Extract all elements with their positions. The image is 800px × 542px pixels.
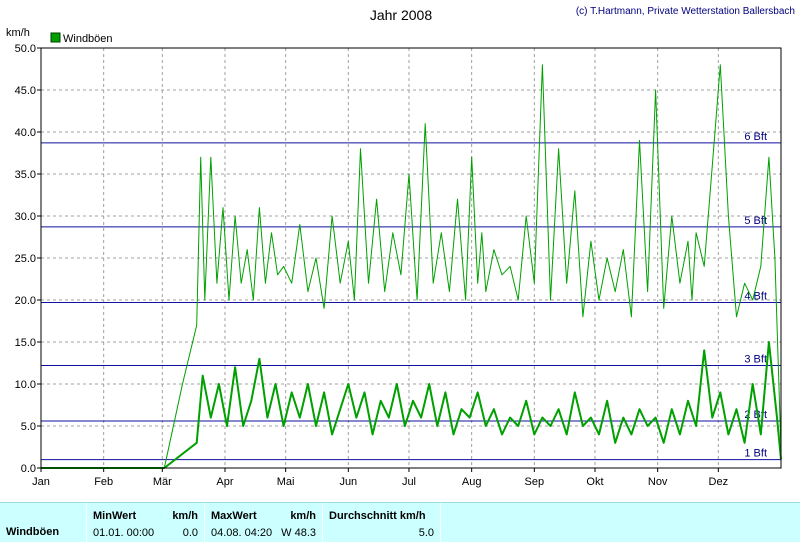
beaufort-label: 1 Bft	[744, 448, 767, 460]
stats-label-cell: Windböen	[0, 503, 87, 542]
x-tick-label: Okt	[586, 476, 603, 488]
x-tick-label: Aug	[462, 476, 482, 488]
beaufort-label: 3 Bft	[744, 354, 767, 366]
stats-panel: Windböen MinWert km/h 01.01. 00:00 0.0 M…	[0, 502, 800, 542]
max-header: MaxWert	[211, 510, 257, 522]
x-ticks: Jan Feb Mär Apr Mai Jun Jul Aug Sep Okt Nov Dez	[32, 468, 728, 488]
y-tick-label: 45.0	[15, 85, 36, 97]
x-tick-label: Nov	[648, 476, 668, 488]
y-tick-label: 35.0	[15, 169, 36, 181]
y-tick-label: 20.0	[15, 295, 36, 307]
y-tick-label: 5.0	[21, 421, 36, 433]
y-axis-unit: km/h	[6, 27, 30, 39]
x-tick-label: Sep	[525, 476, 545, 488]
min-unit: km/h	[172, 510, 198, 522]
series-line-mean	[41, 341, 782, 469]
min-header: MinWert	[93, 510, 137, 522]
y-tick-label: 15.0	[15, 337, 36, 349]
stats-row-label: Windböen	[6, 526, 60, 538]
y-ticks: 0.0 5.0 10.0 15.0 20.0 25.0 30.0 35.0 40.0 45.0 50…	[15, 43, 41, 475]
avg-value: 5.0	[418, 527, 434, 539]
y-tick-label: 10.0	[15, 379, 36, 391]
stats-max-cell: MaxWert km/h 04.08. 04:20 W 48.3	[205, 503, 323, 542]
max-value: W 48.3	[281, 527, 316, 539]
credit-text: (c) T.Hartmann, Private Wetterstation Ba…	[576, 6, 795, 17]
y-tick-label: 25.0	[15, 253, 36, 265]
beaufort-label: 6 Bft	[744, 131, 767, 143]
y-tick-label: 30.0	[15, 211, 36, 223]
max-date: 04.08. 04:20	[211, 527, 273, 539]
beaufort-label: 5 Bft	[744, 215, 767, 227]
x-tick-label: Jan	[32, 476, 50, 488]
y-tick-label: 0.0	[21, 463, 36, 475]
stats-min-cell: MinWert km/h 01.01. 00:00 0.0	[87, 503, 205, 542]
x-tick-label: Apr	[216, 476, 233, 488]
x-tick-label: Mai	[277, 476, 295, 488]
chart-area: Jahr 2008 (c) T.Hartmann, Private Wetter…	[6, 6, 795, 488]
x-tick-label: Jul	[402, 476, 416, 488]
y-tick-label: 50.0	[15, 43, 36, 55]
legend-label: Windböen	[63, 33, 113, 45]
x-tick-label: Feb	[94, 476, 113, 488]
chart-title: Jahr 2008	[370, 7, 432, 23]
series	[41, 64, 782, 469]
series-line-gusts	[41, 64, 782, 469]
legend-swatch	[50, 32, 61, 43]
min-date: 01.01. 00:00	[93, 527, 155, 539]
max-unit: km/h	[290, 510, 316, 522]
beaufort-label: 4 Bft	[744, 291, 767, 303]
grid	[40, 47, 781, 469]
y-tick-label: 40.0	[15, 127, 36, 139]
x-tick-label: Mär	[153, 476, 172, 488]
x-tick-label: Dez	[709, 476, 729, 488]
stats-avg-cell: Durchschnitt km/h 5.0	[323, 503, 441, 542]
min-value: 0.0	[182, 527, 198, 539]
avg-header: Durchschnitt km/h	[329, 510, 426, 522]
x-tick-label: Jun	[339, 476, 357, 488]
